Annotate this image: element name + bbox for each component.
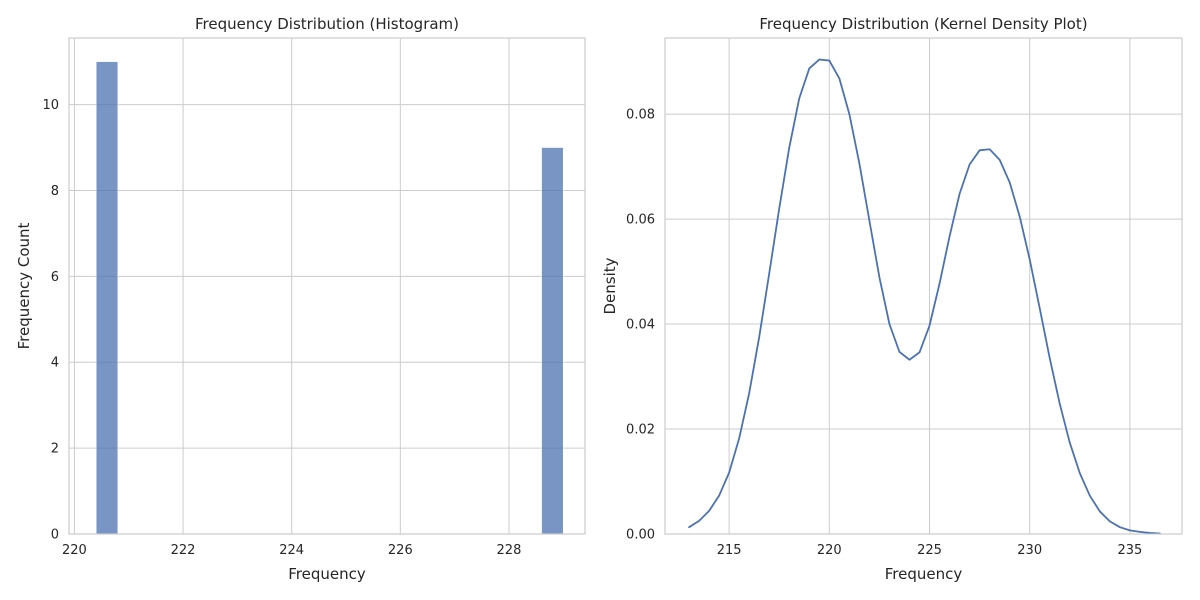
kde-x-axis-label: Frequency [885,565,963,583]
histogram-gridlines [69,38,585,535]
kde-title: Frequency Distribution (Kernel Density P… [759,15,1087,33]
kde-panel: 215 220 225 230 235 0.00 0.02 0.04 0.06 0.08 Freq… [601,15,1183,583]
histogram-title: Frequency Distribution (Histogram) [195,15,459,33]
kde-x-tick-label: 215 [717,543,742,558]
kde-y-axis-label: Density [601,257,619,314]
histogram-x-tick-label: 228 [497,543,522,558]
histogram-x-axis-label: Frequency [288,565,366,583]
histogram-y-tick-label: 0 [51,528,59,543]
histogram-y-tick-label: 4 [51,356,59,371]
kde-x-tick-label: 225 [917,543,942,558]
kde-tick-labels: 215 220 225 230 235 0.00 0.02 0.04 0.06 0.08 [626,108,1142,558]
kde-x-tick-label: 235 [1117,543,1142,558]
kde-gridlines [665,38,1182,535]
kde-y-tick-label: 0.04 [626,318,655,333]
histogram-y-tick-label: 2 [51,442,59,457]
kde-x-tick-label: 230 [1017,543,1042,558]
kde-y-tick-label: 0.06 [626,213,655,228]
histogram-frame [68,37,586,535]
kde-series [688,58,1161,535]
histogram-bar [541,147,564,535]
histogram-x-tick-label: 220 [62,543,87,558]
kde-y-tick-label: 0.02 [626,423,655,438]
histogram-y-axis-label: Frequency Count [15,222,33,349]
histogram-bar [95,61,119,535]
histogram-y-tick-label: 6 [51,270,59,285]
kde-y-tick-label: 0.08 [626,108,655,123]
histogram-tick-labels: 220 222 224 226 228 0 2 4 6 8 10 [42,98,521,558]
kde-frame [664,37,1183,535]
histogram-panel: 220 222 224 226 228 0 2 4 6 8 10 Frequency Distrib… [15,15,586,583]
histogram-x-tick-label: 222 [171,543,196,558]
histogram-bars [95,61,564,535]
histogram-y-tick-label: 8 [51,184,59,199]
kde-density-line [688,58,1161,535]
kde-y-tick-label: 0.00 [626,528,655,543]
kde-x-tick-label: 220 [817,543,842,558]
histogram-x-tick-label: 226 [388,543,413,558]
histogram-y-tick-label: 10 [42,98,59,113]
histogram-x-tick-label: 224 [279,543,304,558]
